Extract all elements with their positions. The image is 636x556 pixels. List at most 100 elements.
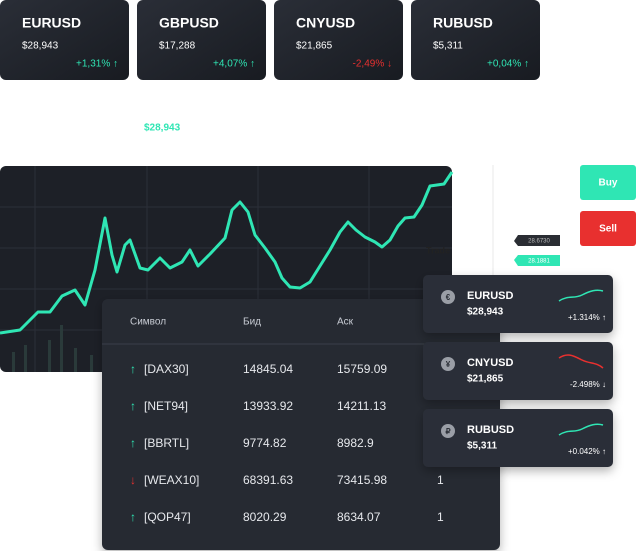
sparkline[interactable] — [558, 354, 604, 369]
sparkline[interactable] — [558, 289, 604, 302]
table-row[interactable]: ↓ [WEAX10] 68391.63 73415.98 1 — [130, 473, 444, 487]
table-row[interactable]: ↑ [BBRTL] 9774.82 8982.9 — [130, 436, 374, 450]
row-arrow[interactable]: ↓ — [130, 473, 136, 487]
table-cell[interactable]: 1 — [437, 473, 444, 487]
side-price[interactable]: $21,865 — [467, 374, 504, 385]
table-panel — [102, 299, 500, 550]
floating-price: $28,943 — [144, 123, 181, 134]
currency-icon[interactable] — [441, 290, 455, 304]
ticker-price[interactable]: $21,865 — [296, 41, 333, 52]
price-tag-text: 28.6730 — [528, 239, 550, 245]
side-card[interactable]: € EURUSD $28,943 +1.314% ↑ — [423, 275, 613, 333]
volume-bars — [12, 325, 93, 372]
table-header: Аск — [337, 317, 354, 328]
currency-symbol[interactable]: ₽ — [445, 427, 450, 436]
sparkline[interactable] — [558, 423, 604, 436]
side-change[interactable]: +1.314% ↑ — [568, 313, 606, 322]
ticker-price[interactable]: $5,311 — [433, 41, 463, 52]
price-tag — [514, 235, 560, 246]
side-card[interactable]: ₽ RUBUSD $5,311 +0.042% ↑ — [423, 409, 613, 467]
ticker-card-bg[interactable] — [274, 0, 403, 80]
ticker-card[interactable]: CNYUSD $21,865 -2,49% ↓ — [274, 0, 403, 80]
table-cell[interactable]: 14845.04 — [243, 362, 293, 376]
quotes-table: Символ Бид Аск ↑ [DAX30] 14845.04 15759.09 ↑ [NE… — [102, 299, 500, 550]
ticker-pair[interactable]: CNYUSD — [296, 15, 355, 31]
volume-bar — [60, 325, 63, 372]
side-pair[interactable]: EURUSD — [467, 290, 514, 302]
side-change[interactable]: +0.042% ↑ — [568, 447, 606, 456]
currency-icon[interactable] — [441, 424, 455, 438]
table-cell[interactable]: 8020.29 — [243, 510, 287, 524]
table-cell[interactable]: 8634.07 — [337, 510, 381, 524]
side-cards: € EURUSD $28,943 +1.314% ↑ ¥ CNYUSD $21,865 -2.… — [423, 275, 613, 467]
side-price[interactable]: $5,311 — [467, 441, 497, 452]
table-cell[interactable]: [DAX30] — [144, 362, 189, 376]
table-cell[interactable]: 8982.9 — [337, 436, 374, 450]
buy-button[interactable]: Buy — [580, 165, 636, 200]
side-pair[interactable]: CNYUSD — [467, 357, 514, 369]
side-price[interactable]: $28,943 — [467, 307, 504, 318]
side-card[interactable]: ¥ CNYUSD $21,865 -2.498% ↓ — [423, 342, 613, 400]
volume-bar — [12, 352, 15, 372]
table-cell[interactable]: 9774.82 — [243, 436, 287, 450]
ticker-card[interactable]: RUBUSD $5,311 +0,04% ↑ — [411, 0, 540, 80]
trade-label: Trade — [426, 245, 450, 255]
table-cell[interactable]: 14211.13 — [337, 399, 386, 413]
volume-bar — [90, 355, 93, 372]
side-card-bg[interactable] — [423, 275, 613, 333]
ticker-price[interactable]: $28,943 — [22, 41, 59, 52]
ticker-change[interactable]: +1,31% ↑ — [76, 59, 118, 70]
table-cell[interactable]: 73415.98 — [337, 473, 387, 487]
ticker-change[interactable]: +4,07% ↑ — [213, 59, 255, 70]
volume-bar — [74, 348, 77, 372]
ticker-change[interactable]: -2,49% ↓ — [353, 59, 392, 70]
row-arrow[interactable]: ↑ — [130, 399, 136, 413]
volume-bar — [24, 345, 27, 372]
ticker-card[interactable]: EURUSD $28,943 +1,31% ↑ — [0, 0, 129, 80]
sell-label[interactable]: Sell — [599, 224, 617, 235]
table-row[interactable]: ↑ [DAX30] 14845.04 15759.09 — [130, 362, 387, 376]
ticker-price[interactable]: $17,288 — [159, 41, 196, 52]
table-cell[interactable]: 15759.09 — [337, 362, 387, 376]
side-card-bg[interactable] — [423, 409, 613, 467]
table-header: Бид — [243, 317, 261, 328]
currency-symbol[interactable]: € — [446, 293, 451, 302]
price-tag-text: 28.1881 — [528, 259, 550, 265]
table-cell[interactable]: [QOP47] — [144, 510, 191, 524]
table-cell[interactable]: 68391.63 — [243, 473, 293, 487]
sell-button[interactable]: Sell — [580, 211, 636, 246]
ticker-pair[interactable]: RUBUSD — [433, 15, 493, 31]
ticker-change[interactable]: +0,04% ↑ — [487, 59, 529, 70]
ticker-cards: EURUSD $28,943 +1,31% ↑ GBPUSD $17,288 +4,07%… — [0, 0, 540, 80]
table-cell[interactable]: 13933.92 — [243, 399, 293, 413]
table-cell[interactable]: 1 — [437, 510, 444, 524]
row-arrow[interactable]: ↑ — [130, 436, 136, 450]
row-arrow[interactable]: ↑ — [130, 362, 136, 376]
side-pair[interactable]: RUBUSD — [467, 424, 514, 436]
price-tag — [514, 255, 560, 266]
buy-button-bg[interactable] — [580, 165, 636, 200]
ticker-pair[interactable]: GBPUSD — [159, 15, 219, 31]
table-row[interactable]: ↑ [NET94] 13933.92 14211.13 — [130, 399, 386, 413]
table-cell[interactable]: [WEAX10] — [144, 473, 199, 487]
row-arrow[interactable]: ↑ — [130, 510, 136, 524]
currency-icon[interactable] — [441, 357, 455, 371]
sell-button-bg[interactable] — [580, 211, 636, 246]
currency-symbol[interactable]: ¥ — [446, 360, 451, 369]
ticker-card[interactable]: GBPUSD $17,288 +4,07% ↑ — [137, 0, 266, 80]
table-cell[interactable]: [NET94] — [144, 399, 188, 413]
ticker-pair[interactable]: EURUSD — [22, 15, 81, 31]
table-header: Символ — [130, 317, 166, 328]
ticker-card-bg[interactable] — [137, 0, 266, 80]
table-cell[interactable]: [BBRTL] — [144, 436, 189, 450]
side-change[interactable]: -2.498% ↓ — [570, 380, 606, 389]
volume-bar — [48, 340, 51, 372]
ticker-card-bg[interactable] — [0, 0, 129, 80]
buy-label[interactable]: Buy — [599, 178, 618, 189]
price-line — [0, 171, 454, 335]
ticker-card-bg[interactable] — [411, 0, 540, 80]
table-row[interactable]: ↑ [QOP47] 8020.29 8634.07 1 — [130, 510, 444, 524]
side-card-bg[interactable] — [423, 342, 613, 400]
